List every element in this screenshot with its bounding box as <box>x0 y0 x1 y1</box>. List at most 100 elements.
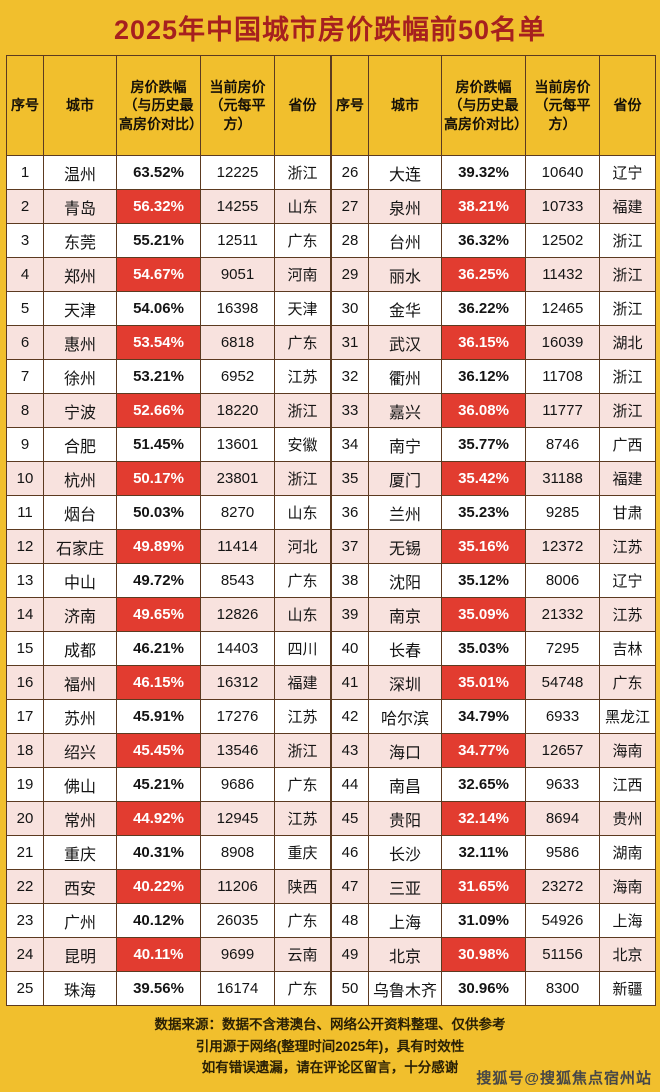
cell-price: 54748 <box>525 665 600 700</box>
cell-city: 海口 <box>368 733 442 768</box>
cell-drop: 52.66% <box>116 393 201 428</box>
cell-drop: 40.11% <box>116 937 201 972</box>
cell-price: 6818 <box>200 325 275 360</box>
cell-rank: 14 <box>6 597 44 632</box>
cell-province: 浙江 <box>274 155 331 190</box>
cell-province: 云南 <box>274 937 331 972</box>
table-row: 22 西安 40.22% 11206 陕西 <box>6 869 331 904</box>
table-row: 34 南宁 35.77% 8746 广西 <box>331 427 656 462</box>
cell-rank: 6 <box>6 325 44 360</box>
cell-rank: 50 <box>331 971 369 1006</box>
table-body-right: 26 大连 39.32% 10640 辽宁 27 泉州 38.21% 10733 福建 28 台州 36… <box>331 155 656 1006</box>
cell-province: 辽宁 <box>599 563 656 598</box>
cell-drop: 56.32% <box>116 189 201 224</box>
cell-rank: 13 <box>6 563 44 598</box>
cell-city: 徐州 <box>43 359 117 394</box>
cell-drop: 36.22% <box>441 291 526 326</box>
table-row: 28 台州 36.32% 12502 浙江 <box>331 223 656 258</box>
cell-drop: 40.22% <box>116 869 201 904</box>
cell-city: 乌鲁木齐 <box>368 971 442 1006</box>
cell-rank: 34 <box>331 427 369 462</box>
cell-rank: 1 <box>6 155 44 190</box>
cell-rank: 22 <box>6 869 44 904</box>
cell-drop: 32.14% <box>441 801 526 836</box>
cell-city: 南京 <box>368 597 442 632</box>
cell-rank: 36 <box>331 495 369 530</box>
cell-rank: 47 <box>331 869 369 904</box>
cell-province: 浙江 <box>274 733 331 768</box>
cell-drop: 53.54% <box>116 325 201 360</box>
footer-notes: 数据来源：数据不含港澳台、网络公开资料整理、仅供参考 引用源于网络(整理时间20… <box>6 1014 654 1079</box>
cell-province: 广东 <box>274 563 331 598</box>
cell-city: 嘉兴 <box>368 393 442 428</box>
cell-city: 常州 <box>43 801 117 836</box>
table-row: 49 北京 30.98% 51156 北京 <box>331 937 656 972</box>
cell-city: 北京 <box>368 937 442 972</box>
cell-city: 福州 <box>43 665 117 700</box>
cell-price: 12826 <box>200 597 275 632</box>
cell-rank: 35 <box>331 461 369 496</box>
cell-price: 11777 <box>525 393 600 428</box>
cell-city: 大连 <box>368 155 442 190</box>
cell-city: 合肥 <box>43 427 117 462</box>
cell-drop: 51.45% <box>116 427 201 462</box>
table-row: 16 福州 46.15% 16312 福建 <box>6 665 331 700</box>
table-row: 15 成都 46.21% 14403 四川 <box>6 631 331 666</box>
cell-drop: 31.09% <box>441 903 526 938</box>
cell-province: 福建 <box>599 461 656 496</box>
cell-province: 浙江 <box>599 393 656 428</box>
cell-province: 江苏 <box>274 699 331 734</box>
cell-drop: 36.12% <box>441 359 526 394</box>
cell-province: 江苏 <box>274 359 331 394</box>
table-row: 4 郑州 54.67% 9051 河南 <box>6 257 331 292</box>
cell-price: 14403 <box>200 631 275 666</box>
table-row: 5 天津 54.06% 16398 天津 <box>6 291 331 326</box>
cell-drop: 55.21% <box>116 223 201 258</box>
cell-rank: 45 <box>331 801 369 836</box>
cell-drop: 36.25% <box>441 257 526 292</box>
cell-city: 杭州 <box>43 461 117 496</box>
table-row: 43 海口 34.77% 12657 海南 <box>331 733 656 768</box>
cell-rank: 41 <box>331 665 369 700</box>
cell-rank: 28 <box>331 223 369 258</box>
cell-province: 广东 <box>274 903 331 938</box>
cell-drop: 45.21% <box>116 767 201 802</box>
cell-price: 51156 <box>525 937 600 972</box>
column-header-province: 省份 <box>599 55 656 156</box>
cell-drop: 36.15% <box>441 325 526 360</box>
table-row: 26 大连 39.32% 10640 辽宁 <box>331 155 656 190</box>
cell-drop: 46.15% <box>116 665 201 700</box>
table-row: 18 绍兴 45.45% 13546 浙江 <box>6 733 331 768</box>
cell-city: 丽水 <box>368 257 442 292</box>
table-row: 23 广州 40.12% 26035 广东 <box>6 903 331 938</box>
cell-province: 浙江 <box>599 257 656 292</box>
cell-city: 上海 <box>368 903 442 938</box>
table-row: 50 乌鲁木齐 30.96% 8300 新疆 <box>331 971 656 1006</box>
table-row: 39 南京 35.09% 21332 江苏 <box>331 597 656 632</box>
cell-drop: 38.21% <box>441 189 526 224</box>
cell-drop: 53.21% <box>116 359 201 394</box>
cell-price: 17276 <box>200 699 275 734</box>
cell-drop: 34.79% <box>441 699 526 734</box>
column-header-rank: 序号 <box>6 55 44 156</box>
cell-province: 贵州 <box>599 801 656 836</box>
cell-province: 山东 <box>274 189 331 224</box>
footer-line-timeliness: 引用源于网络(整理时间2025年)，具有时效性 <box>195 1038 465 1054</box>
table-row: 11 烟台 50.03% 8270 山东 <box>6 495 331 530</box>
cell-drop: 34.77% <box>441 733 526 768</box>
cell-drop: 35.03% <box>441 631 526 666</box>
cell-province: 安徽 <box>274 427 331 462</box>
cell-rank: 49 <box>331 937 369 972</box>
cell-drop: 39.56% <box>116 971 201 1006</box>
cell-province: 福建 <box>274 665 331 700</box>
ranking-table-right: 序号 城市 房价跌幅（与历史最高房价对比） 当前房价（元每平方） 省份 26 大连… <box>331 55 656 1006</box>
cell-rank: 2 <box>6 189 44 224</box>
cell-price: 12657 <box>525 733 600 768</box>
cell-rank: 40 <box>331 631 369 666</box>
cell-city: 东莞 <box>43 223 117 258</box>
cell-province: 天津 <box>274 291 331 326</box>
cell-rank: 24 <box>6 937 44 972</box>
table-row: 3 东莞 55.21% 12511 广东 <box>6 223 331 258</box>
cell-province: 山东 <box>274 495 331 530</box>
cell-city: 广州 <box>43 903 117 938</box>
